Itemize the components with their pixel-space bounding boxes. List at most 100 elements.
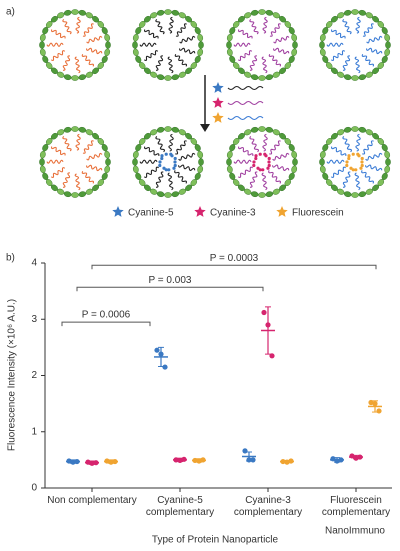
subunit [105, 158, 111, 166]
subunit [194, 27, 201, 35]
data-point [246, 457, 252, 463]
data-point [200, 457, 206, 463]
strand [155, 171, 164, 188]
arrow-star [212, 82, 224, 93]
subunit [343, 74, 352, 81]
subunit [330, 15, 338, 23]
subunit [150, 71, 158, 78]
subunit [104, 33, 111, 42]
data-point [250, 457, 256, 463]
strand [361, 170, 374, 184]
subunit [71, 75, 79, 81]
subunit [325, 137, 333, 145]
subunit [50, 15, 58, 23]
legend-star [112, 206, 124, 217]
subunit [351, 9, 359, 15]
subunit [384, 48, 391, 57]
watermark: NanoImmuno [325, 526, 385, 537]
subunit [265, 126, 274, 133]
subunit [97, 62, 105, 70]
strand [361, 53, 375, 67]
strand [272, 47, 290, 55]
panel-label: b) [6, 253, 15, 264]
subunit [85, 129, 93, 136]
data-point [284, 459, 290, 465]
strand [366, 35, 383, 44]
data-point [89, 460, 95, 466]
strand [155, 136, 166, 153]
data-point [242, 448, 248, 454]
x-tick-label: Non complementary [47, 495, 137, 506]
data-point [70, 459, 76, 465]
y-tick-label: 1 [31, 426, 37, 437]
subunit [50, 67, 58, 75]
subunit [288, 172, 295, 180]
strand [261, 172, 268, 191]
subunit [92, 67, 100, 75]
strand [144, 146, 160, 156]
subunit [292, 158, 298, 166]
strand [238, 29, 253, 39]
subunit [272, 129, 280, 136]
subunit [337, 129, 345, 136]
strand [62, 18, 72, 35]
strand [330, 166, 346, 178]
subunit [138, 62, 146, 70]
y-tick-label: 0 [31, 483, 37, 494]
strand [177, 164, 196, 172]
strand [178, 47, 196, 55]
subunit [85, 12, 93, 19]
strand [271, 164, 290, 172]
dye [360, 156, 364, 161]
strand [342, 171, 351, 188]
subunit [190, 20, 198, 28]
subunit [319, 165, 326, 174]
strand [233, 159, 252, 164]
subunit [105, 41, 111, 49]
data-point [104, 458, 110, 464]
subunit [319, 150, 326, 159]
subunit [135, 27, 142, 35]
strand [326, 42, 344, 47]
subunit [132, 150, 139, 159]
dye [267, 160, 271, 164]
subunit [292, 41, 298, 49]
subunit [330, 184, 338, 192]
strand [51, 146, 66, 156]
subunit [45, 62, 53, 70]
subunit [343, 9, 352, 16]
strand [342, 18, 352, 35]
strand [81, 53, 95, 67]
subunit [150, 12, 158, 19]
strand [237, 50, 253, 61]
arrow-head [200, 124, 210, 132]
dye [360, 160, 364, 164]
x-tick-label: Fluorescein complementary [321, 495, 391, 518]
subunit [198, 158, 204, 166]
significance-bracket [76, 286, 264, 292]
subunit [377, 179, 385, 187]
subunit [45, 20, 53, 28]
subunit [171, 74, 180, 81]
strand [365, 152, 383, 161]
strand [178, 152, 196, 161]
data-point [158, 351, 164, 357]
data-point [66, 458, 72, 464]
data-point [334, 458, 340, 464]
subunit [150, 188, 158, 195]
strand [249, 55, 258, 71]
subunit [135, 144, 142, 152]
data-point [177, 457, 183, 464]
subunit [97, 137, 105, 145]
subunit [337, 12, 345, 19]
dye [347, 154, 351, 158]
subunit [197, 48, 204, 57]
subunit [232, 62, 240, 70]
subunit [63, 126, 72, 133]
subunit [291, 150, 298, 159]
dye [359, 166, 363, 170]
subunit [150, 129, 158, 136]
strand [272, 152, 290, 161]
strand [227, 100, 264, 106]
strand [342, 55, 351, 71]
